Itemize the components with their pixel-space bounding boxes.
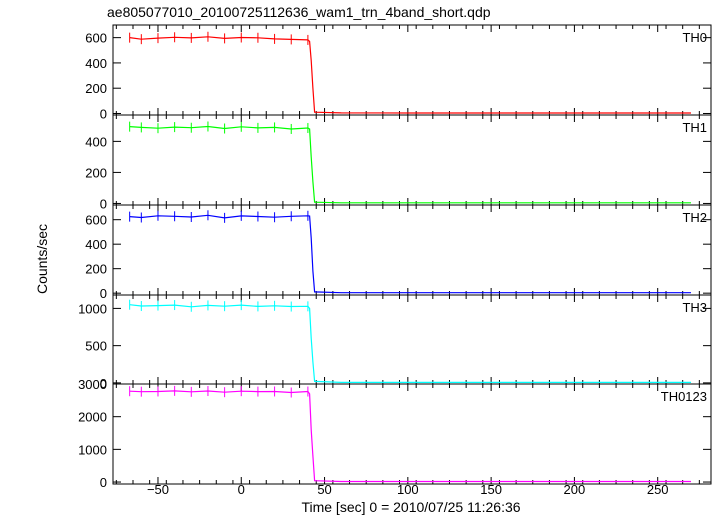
y-tick-label: 500 xyxy=(85,339,107,354)
x-axis-title: Time [sec] 0 = 2010/07/25 11:26:36 xyxy=(301,499,520,515)
panel-th1: 0 200 400 TH1 xyxy=(85,114,712,211)
panel-th0123: 0 1000 2000 3000 TH0123 xyxy=(78,377,712,490)
series-line-th0 xyxy=(129,36,691,114)
x-tick-label: −50 xyxy=(147,482,169,497)
x-tick-label: 50 xyxy=(317,482,331,497)
panel-frame xyxy=(112,114,712,206)
y-tick-label: 400 xyxy=(85,56,107,71)
y-tick-label: 0 xyxy=(100,376,107,391)
panel-th0: 0 200 400 600 TH0 xyxy=(85,24,712,121)
y-tick-label: 0 xyxy=(100,196,107,211)
y-tick-label: 0 xyxy=(100,106,107,121)
y-axis-title: Counts/sec xyxy=(34,224,50,294)
y-tick-label: 0 xyxy=(100,286,107,301)
panel-label: TH1 xyxy=(682,120,707,135)
y-tick-label: 2000 xyxy=(78,410,107,425)
y-tick-label: 1000 xyxy=(78,301,107,316)
panel-th2: 0 200 400 600 TH2 xyxy=(85,204,712,301)
panel-frame xyxy=(112,204,712,296)
x-tick-label: 200 xyxy=(564,482,586,497)
y-tick-label: 400 xyxy=(85,134,107,149)
y-tick-label: 3000 xyxy=(78,377,107,392)
panel-label: TH0123 xyxy=(661,389,707,404)
series-line-th1 xyxy=(129,125,691,204)
x-tick-label: 100 xyxy=(397,482,419,497)
panels-group: 0 200 400 600 TH0 0 200 400 TH1 0 200 400 600 TH2 0 500… xyxy=(78,24,712,490)
series-line-th2 xyxy=(129,214,691,294)
x-tick-label: 150 xyxy=(480,482,502,497)
y-tick-label: 1000 xyxy=(78,442,107,457)
x-axis: −50 0 50 100 150 200 250 xyxy=(147,482,669,497)
panel-frame xyxy=(112,383,712,485)
panel-label: TH2 xyxy=(682,210,707,225)
panel-frame xyxy=(112,24,712,116)
y-tick-label: 200 xyxy=(85,81,107,96)
panel-label: TH0 xyxy=(682,30,707,45)
y-tick-label: 200 xyxy=(85,262,107,277)
y-tick-label: 600 xyxy=(85,213,107,228)
x-tick-label: 0 xyxy=(238,482,245,497)
y-tick-label: 200 xyxy=(85,165,107,180)
y-tick-label: 600 xyxy=(85,31,107,46)
y-tick-label: 400 xyxy=(85,237,107,252)
series-line-th3 xyxy=(129,304,691,383)
x-tick-label: 250 xyxy=(647,482,669,497)
panel-frame xyxy=(112,294,712,385)
panel-label: TH3 xyxy=(682,300,707,315)
chart-title: ae805077010_20100725112636_wam1_trn_4ban… xyxy=(107,4,491,20)
y-tick-label: 0 xyxy=(100,475,107,490)
series-line-th0123 xyxy=(129,390,691,483)
panel-th3: 0 500 1000 TH3 xyxy=(78,294,712,391)
